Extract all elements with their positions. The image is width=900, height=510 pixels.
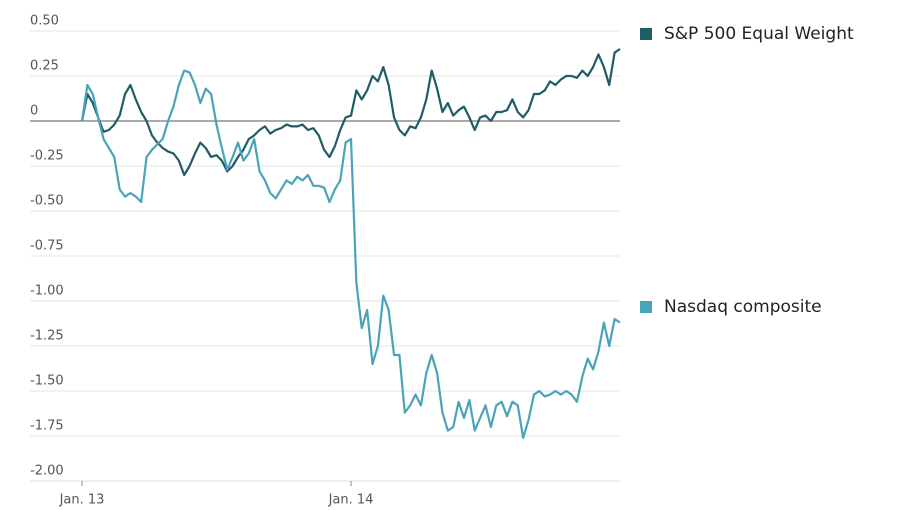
y-tick-label: -0.50 (30, 194, 64, 209)
y-tick-label: -1.75 (30, 419, 64, 434)
y-tick-label: 0.25 (30, 59, 59, 74)
legend-swatch (640, 28, 652, 40)
line (80, 48, 621, 177)
y-tick-label: -1.00 (30, 284, 64, 299)
y-tick-label: 0 (30, 104, 38, 119)
legend-label: Nasdaq composite (664, 297, 822, 317)
y-tick-label: -1.50 (30, 374, 64, 389)
x-tick-label: Jan. 14 (328, 493, 374, 508)
y-tick-label: -0.25 (30, 149, 64, 164)
legend-label: S&P 500 Equal Weight (664, 24, 854, 44)
line (80, 69, 621, 439)
y-tick-label: -0.75 (30, 239, 64, 254)
y-tick-label: -2.00 (30, 464, 64, 479)
x-tick-label: Jan. 13 (59, 493, 105, 508)
legend-swatch (640, 301, 652, 313)
y-tick-label: 0.50 (30, 14, 59, 29)
y-tick-label: -1.25 (30, 329, 64, 344)
